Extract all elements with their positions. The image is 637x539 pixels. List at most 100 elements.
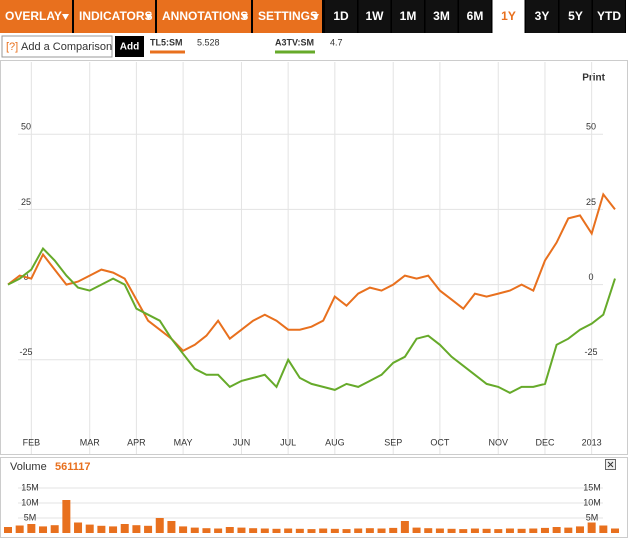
menu-arrow bbox=[62, 14, 69, 20]
volume-bar bbox=[575, 526, 584, 533]
period-button[interactable] bbox=[559, 0, 592, 33]
period-label: 6M bbox=[467, 9, 484, 23]
volume-bar bbox=[412, 527, 421, 533]
menu-label: INDICATORS bbox=[79, 9, 153, 23]
close-icon bbox=[607, 461, 614, 468]
print-link[interactable]: Print bbox=[582, 73, 605, 84]
volume-bar bbox=[389, 527, 398, 533]
menu-button[interactable] bbox=[0, 0, 72, 33]
volume-bar bbox=[354, 528, 363, 533]
menu-label: SETTINGS bbox=[258, 9, 318, 23]
menu-label: OVERLAY bbox=[5, 9, 62, 23]
legend-value: 5.528 bbox=[197, 37, 220, 47]
menu-arrow bbox=[145, 14, 152, 20]
menu-button[interactable] bbox=[157, 0, 251, 33]
volume-bar bbox=[599, 525, 608, 533]
period-button[interactable] bbox=[392, 0, 424, 33]
volume-bar bbox=[447, 528, 456, 533]
period-label: 1M bbox=[400, 9, 417, 23]
help-icon[interactable]: [?] bbox=[6, 41, 18, 53]
x-tick-label: APR bbox=[127, 437, 146, 447]
volume-tick-label-right: 10M bbox=[583, 497, 601, 507]
add-label: Add bbox=[120, 42, 139, 53]
volume-bar bbox=[109, 526, 118, 533]
legend-name: A3TV:SM bbox=[275, 37, 314, 47]
y-tick-label-right: 25 bbox=[586, 197, 596, 207]
x-tick-label: OCT bbox=[430, 437, 450, 447]
volume-tick-label: 15M bbox=[21, 482, 39, 492]
x-tick-label: JUN bbox=[233, 437, 251, 447]
x-tick-label: NOV bbox=[489, 437, 509, 447]
y-tick-label: 50 bbox=[21, 122, 31, 132]
legend-name: TL5:SM bbox=[150, 37, 183, 47]
volume-bar bbox=[62, 500, 71, 533]
volume-bar bbox=[237, 527, 246, 533]
volume-bar bbox=[307, 529, 316, 533]
volume-bar bbox=[120, 524, 129, 533]
volume-bar bbox=[529, 528, 538, 533]
comparison-input[interactable] bbox=[1, 35, 113, 58]
add-button[interactable] bbox=[115, 36, 144, 57]
volume-tick-label: 10M bbox=[21, 497, 39, 507]
volume-bar bbox=[400, 521, 409, 533]
volume-bar bbox=[319, 528, 328, 533]
volume-bar bbox=[4, 527, 12, 533]
period-label: 1Y bbox=[501, 9, 516, 23]
period-button[interactable] bbox=[425, 0, 458, 33]
volume-bar bbox=[225, 527, 234, 533]
series-line bbox=[7, 246, 616, 395]
volume-bar bbox=[494, 529, 503, 533]
x-tick-label: MAR bbox=[80, 437, 101, 447]
volume-value: 561117 bbox=[55, 461, 91, 473]
volume-bar bbox=[27, 524, 36, 533]
x-tick-label: MAY bbox=[174, 437, 193, 447]
period-button[interactable] bbox=[526, 0, 558, 33]
series-line bbox=[7, 192, 616, 353]
volume-bar bbox=[202, 528, 211, 533]
volume-title: Volume bbox=[10, 461, 47, 473]
y-tick-label: 25 bbox=[21, 197, 31, 207]
comparison-placeholder: Add a Comparison bbox=[21, 41, 112, 53]
period-label: 5Y bbox=[568, 9, 583, 23]
volume-bar bbox=[424, 528, 433, 533]
x-tick-label: JUL bbox=[280, 437, 296, 447]
period-button[interactable] bbox=[358, 0, 391, 33]
volume-bar bbox=[505, 528, 514, 533]
y-tick-label-right: 0 bbox=[588, 272, 593, 282]
volume-tick-label-right: 5M bbox=[586, 512, 599, 522]
volume-bar bbox=[342, 529, 351, 533]
menu-arrow bbox=[241, 14, 248, 20]
volume-bar bbox=[260, 528, 269, 533]
volume-bar bbox=[249, 528, 258, 533]
volume-bar bbox=[587, 522, 596, 533]
x-tick-label: 2013 bbox=[582, 437, 602, 447]
volume-bar bbox=[15, 525, 24, 533]
chart-frame bbox=[0, 60, 628, 455]
x-tick-label: AUG bbox=[325, 437, 345, 447]
menu-button[interactable] bbox=[74, 0, 155, 33]
volume-bar bbox=[295, 528, 304, 533]
period-label: 3Y bbox=[535, 9, 550, 23]
volume-bar bbox=[97, 525, 106, 533]
volume-bar bbox=[155, 518, 164, 533]
volume-bar bbox=[564, 527, 573, 533]
volume-bar bbox=[179, 526, 188, 533]
x-tick-label: DEC bbox=[535, 437, 555, 447]
volume-frame bbox=[0, 457, 628, 538]
volume-bar bbox=[190, 527, 199, 533]
period-button[interactable] bbox=[593, 0, 625, 33]
menu-label: ANNOTATIONS bbox=[162, 9, 248, 23]
period-button[interactable] bbox=[459, 0, 491, 33]
volume-bar bbox=[377, 528, 386, 533]
menu-button[interactable] bbox=[253, 0, 322, 33]
period-label: 1W bbox=[366, 9, 385, 23]
volume-tick-label: 5M bbox=[24, 512, 37, 522]
volume-bar bbox=[330, 528, 339, 533]
period-button[interactable] bbox=[492, 0, 525, 33]
period-button[interactable] bbox=[325, 0, 357, 33]
volume-bar bbox=[435, 528, 444, 533]
legend-value: 4.7 bbox=[330, 37, 343, 47]
volume-bar bbox=[167, 521, 176, 533]
volume-bar bbox=[552, 527, 561, 533]
volume-bar bbox=[470, 528, 479, 533]
